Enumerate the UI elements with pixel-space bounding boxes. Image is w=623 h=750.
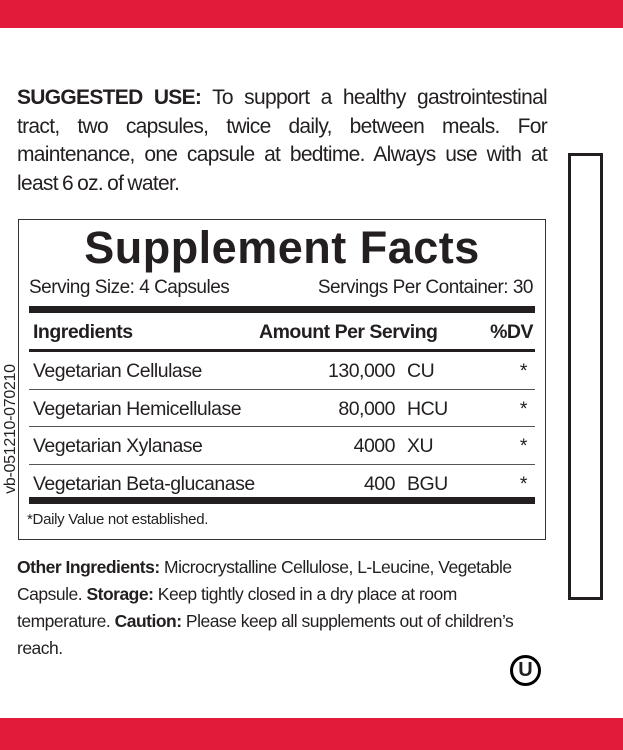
header-ingredients: Ingredients <box>33 321 133 343</box>
header-divider <box>29 349 535 352</box>
header-amount: Amount Per Serving <box>259 321 438 343</box>
label-window-rectangle <box>568 153 603 600</box>
panel-title: Supplement Facts <box>84 222 480 273</box>
ingredient-name: Vegetarian Cellulase <box>33 360 202 382</box>
ingredient-dv: * <box>519 435 528 457</box>
supplement-facts-panel: Supplement Facts Serving Size: 4 Capsule… <box>18 219 546 540</box>
suggested-use-text: To support a healthy gastrointestinal tr… <box>17 86 548 195</box>
ingredient-amount: 130,000 <box>328 360 396 382</box>
caution-label: Caution: <box>114 611 182 631</box>
table-row: Vegetarian Beta-glucanase 400 BGU * <box>29 465 535 502</box>
other-ingredients: Other Ingredients: Microcrystalline Cell… <box>17 554 517 662</box>
kosher-letter: U <box>518 659 533 681</box>
serving-size: Serving Size: 4 Capsules <box>29 277 230 298</box>
row-divider <box>29 388 535 390</box>
ingredient-name: Vegetarian Xylanase <box>33 435 203 457</box>
other-ingredients-text: Microcrystalline Cellulose, L-Leucine, V… <box>17 557 512 604</box>
ingredient-dv: * <box>519 360 528 382</box>
ingredient-amount: 400 <box>363 472 396 495</box>
row-divider <box>29 463 535 465</box>
ingredient-dv: * <box>519 472 528 495</box>
suggested-use-label: SUGGESTED USE: <box>17 86 202 109</box>
footnote: *Daily Value not established. <box>27 511 209 528</box>
top-red-band <box>0 0 623 28</box>
ingredient-amount: 80,000 <box>338 397 395 420</box>
ingredient-unit: XU <box>407 435 434 457</box>
table-header: Ingredients Amount Per Serving %DV <box>29 313 535 350</box>
ingredient-amount: 4000 <box>353 435 396 457</box>
row-divider <box>29 426 535 427</box>
table-row: Vegetarian Xylanase 4000 XU * <box>29 427 535 464</box>
servings-per-container: Servings Per Container: 30 <box>317 277 534 298</box>
ingredient-dv: * <box>519 397 528 420</box>
thick-divider <box>29 306 535 313</box>
caution-text: Please keep all supplements out of child… <box>17 611 514 658</box>
ingredient-unit: BGU <box>407 472 448 495</box>
other-ingredients-label: Other Ingredients: <box>17 557 160 577</box>
table-row: Vegetarian Cellulase 130,000 CU * <box>29 352 535 389</box>
ou-kosher-symbol-icon: U <box>510 655 541 686</box>
storage-text: Keep tightly closed in a dry place at ro… <box>17 584 457 631</box>
thick-divider <box>29 497 535 504</box>
ingredient-name: Vegetarian Beta-glucanase <box>33 472 255 495</box>
storage-label: Storage: <box>86 584 154 604</box>
ingredient-unit: CU <box>407 360 435 382</box>
bottom-red-band <box>0 718 623 750</box>
ingredient-unit: HCU <box>407 397 448 420</box>
header-dv: %DV <box>490 321 533 343</box>
ingredient-name: Vegetarian Hemicellulase <box>33 397 242 420</box>
table-row: Vegetarian Hemicellulase 80,000 HCU * <box>29 390 535 427</box>
suggested-use: SUGGESTED USE: To support a healthy gast… <box>17 84 548 198</box>
